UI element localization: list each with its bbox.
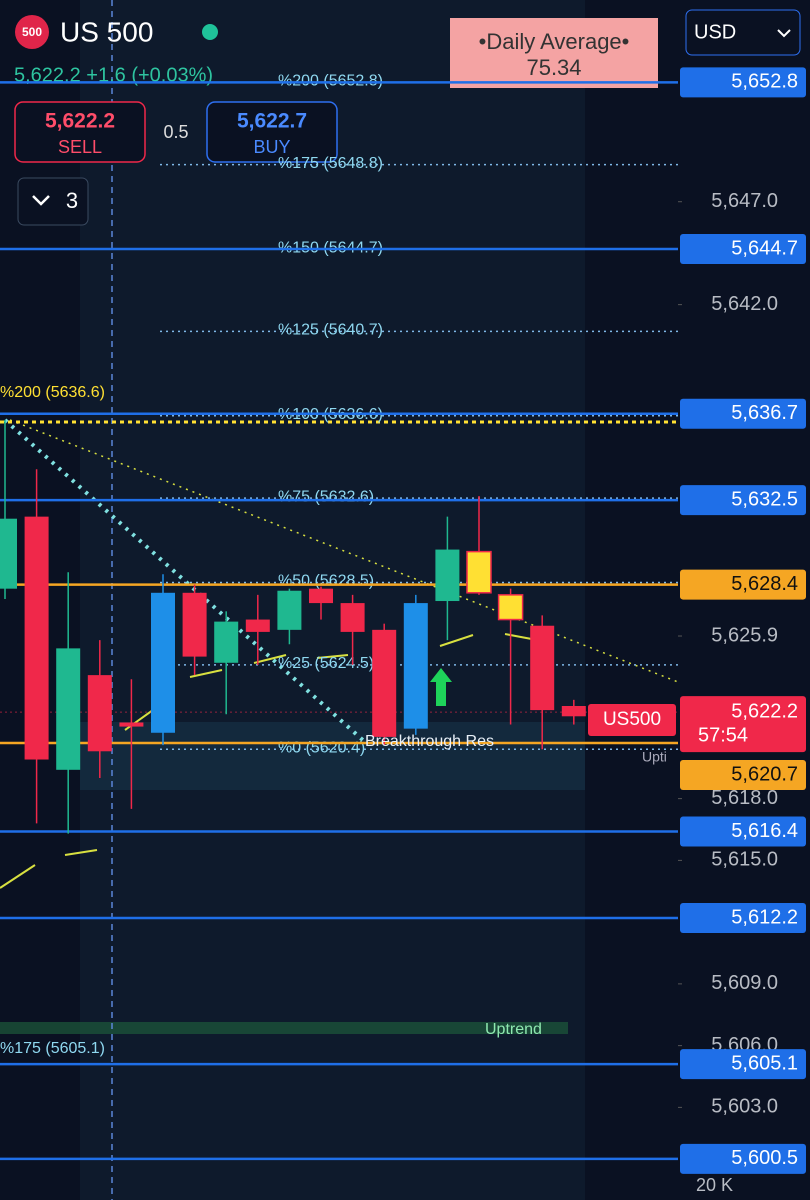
candle-body — [497, 594, 524, 621]
badge-text: 500 — [22, 25, 42, 39]
fib-label: %50 (5628.5) — [278, 573, 374, 590]
y-tick-label: 5,603.0 — [711, 1096, 778, 1118]
price-tag-box — [588, 704, 676, 736]
fib-label: %200 (5652.8) — [278, 73, 383, 90]
breakthrough-zone — [80, 722, 585, 790]
level-label: 5,605.1 — [731, 1052, 798, 1074]
candle-body — [340, 603, 365, 632]
level-label: 5,652.8 — [731, 71, 798, 93]
level-label: 5,612.2 — [731, 906, 798, 928]
volume-label: 20 K — [696, 1175, 733, 1195]
level-label: 5,620.7 — [731, 763, 798, 785]
candle-body — [372, 629, 397, 737]
chevron — [32, 195, 50, 206]
candle-body — [561, 706, 586, 717]
candle-body — [245, 619, 270, 632]
candle-body — [466, 550, 492, 594]
status-dot — [202, 24, 218, 40]
level-tag — [680, 816, 806, 847]
y-tick-label: 5,647.0 — [711, 190, 778, 212]
level-tag — [680, 1143, 806, 1174]
candle-body — [530, 625, 555, 711]
zone-label: Uptrend — [485, 1021, 542, 1038]
fib-label: %125 (5640.7) — [278, 322, 383, 339]
symbol-badge — [15, 15, 49, 49]
sell-label: SELL — [58, 137, 102, 157]
currency: USD — [694, 21, 736, 43]
level-tag — [680, 903, 806, 934]
fib-label: %75 (5632.6) — [278, 488, 374, 505]
level-tag — [680, 696, 806, 753]
buy-button[interactable] — [206, 101, 338, 163]
level-label: 5,616.4 — [731, 820, 798, 842]
lots-button[interactable] — [17, 177, 89, 226]
y-tick-label: 5,618.0 — [711, 787, 778, 809]
fib-label: %200 (5636.6) — [0, 384, 105, 401]
sell-button[interactable] — [14, 101, 146, 163]
trend-line — [9, 419, 679, 683]
up-arrow — [430, 668, 452, 706]
fib-label: %150 (5644.7) — [278, 239, 383, 256]
uptrend-zone — [0, 1022, 568, 1034]
level-label: 5,636.7 — [731, 402, 798, 424]
currency-select[interactable] — [685, 9, 801, 56]
daily-average-value: 75.34 — [526, 55, 581, 80]
buy-label: BUY — [253, 137, 290, 157]
price-tag: US500 — [603, 709, 661, 730]
candle-body — [277, 590, 302, 630]
level-tag — [680, 485, 806, 516]
candle-body — [214, 621, 239, 663]
candle-body — [151, 592, 175, 733]
candle-body — [87, 675, 112, 752]
zone-label: Upti — [642, 749, 667, 765]
level-tag — [680, 760, 806, 791]
chevron — [777, 29, 791, 38]
quote: 5,622.2 +1.6 (+0.03%) — [14, 64, 213, 86]
fib-label: %175 (5605.1) — [0, 1040, 105, 1057]
candle-body — [119, 722, 144, 727]
candle-body — [435, 549, 460, 602]
buy-price: 5,622.7 — [237, 110, 307, 133]
y-tick-label: 5,625.9 — [711, 624, 778, 646]
candle-body — [24, 516, 49, 760]
candle-body — [56, 648, 81, 770]
lots: 3 — [66, 188, 78, 213]
candle-body — [403, 603, 428, 729]
daily-average-label: •Daily Average• — [479, 29, 630, 54]
level-label: 5,600.5 — [731, 1147, 798, 1169]
zone-label: Breakthrough Res — [365, 733, 494, 750]
y-tick-label: 5,642.0 — [711, 293, 778, 315]
level-label: 5,622.2 — [731, 700, 798, 722]
level-tag — [680, 569, 806, 600]
symbol[interactable]: US 500 — [60, 16, 153, 47]
daily-average-box — [450, 18, 658, 88]
y-tick-label: 5,609.0 — [711, 972, 778, 994]
spread: 0.5 — [163, 122, 188, 142]
level-tag — [680, 234, 806, 265]
candle-body — [0, 518, 17, 589]
candle-body — [309, 588, 333, 604]
countdown: 57:54 — [698, 724, 748, 746]
fib-label: %25 (5624.5) — [278, 655, 374, 672]
level-label: 5,644.7 — [731, 237, 798, 259]
level-tag — [680, 1049, 806, 1080]
level-label: 5,632.5 — [731, 488, 798, 510]
level-tag — [680, 67, 806, 98]
fib-label: %175 (5648.8) — [278, 155, 383, 172]
level-tag — [680, 398, 806, 429]
candle-body — [182, 592, 207, 657]
sell-price: 5,622.2 — [45, 110, 115, 133]
y-tick-label: 5,615.0 — [711, 849, 778, 871]
level-label: 5,628.4 — [731, 573, 798, 595]
